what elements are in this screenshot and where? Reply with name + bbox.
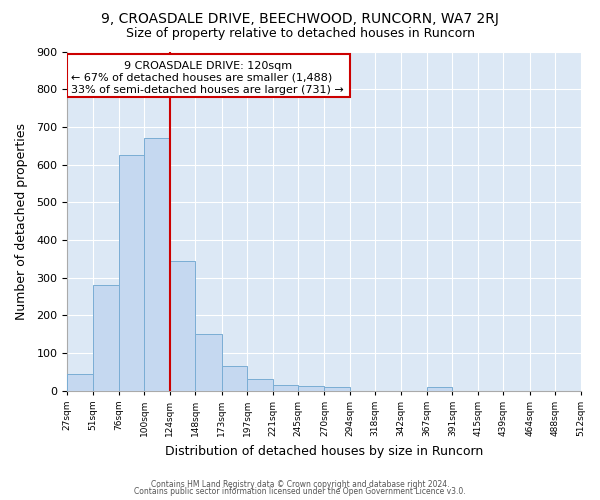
Bar: [325, 387, 350, 391]
Bar: [272, 385, 298, 391]
Bar: [247, 378, 272, 391]
Bar: [67, 374, 92, 391]
Text: Contains public sector information licensed under the Open Government Licence v3: Contains public sector information licen…: [134, 487, 466, 496]
Bar: [119, 155, 145, 391]
Text: 9, CROASDALE DRIVE, BEECHWOOD, RUNCORN, WA7 2RJ: 9, CROASDALE DRIVE, BEECHWOOD, RUNCORN, …: [101, 12, 499, 26]
Text: 9 CROASDALE DRIVE: 120sqm: 9 CROASDALE DRIVE: 120sqm: [124, 62, 293, 72]
Text: Contains HM Land Registry data © Crown copyright and database right 2024.: Contains HM Land Registry data © Crown c…: [151, 480, 449, 489]
Text: Size of property relative to detached houses in Runcorn: Size of property relative to detached ho…: [125, 28, 475, 40]
Y-axis label: Number of detached properties: Number of detached properties: [15, 122, 28, 320]
X-axis label: Distribution of detached houses by size in Runcorn: Distribution of detached houses by size …: [165, 444, 483, 458]
Bar: [67, 54, 350, 98]
Text: ← 67% of detached houses are smaller (1,488): ← 67% of detached houses are smaller (1,…: [71, 73, 332, 83]
Bar: [92, 285, 119, 391]
Bar: [222, 366, 247, 391]
Bar: [170, 260, 195, 391]
Bar: [145, 138, 170, 391]
Bar: [195, 334, 222, 391]
Bar: [298, 386, 325, 391]
Text: 33% of semi-detached houses are larger (731) →: 33% of semi-detached houses are larger (…: [71, 84, 344, 94]
Bar: [427, 387, 452, 391]
